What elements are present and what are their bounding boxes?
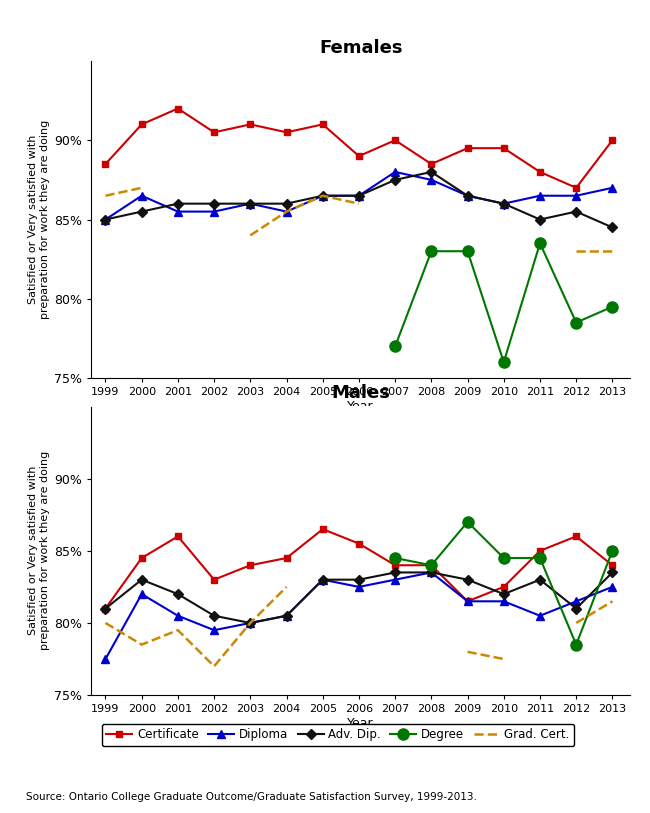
X-axis label: Year: Year	[348, 717, 374, 730]
Title: Males: Males	[332, 385, 390, 402]
Y-axis label: Satisfied or Very satisfied with
preparation for work they are doing: Satisfied or Very satisfied with prepara…	[28, 120, 50, 320]
X-axis label: Year: Year	[348, 400, 374, 413]
Legend: Certificate, Diploma, Adv. Dip., Degree, Grad. Cert.: Certificate, Diploma, Adv. Dip., Degree,…	[101, 724, 575, 746]
Title: Females: Females	[319, 39, 402, 57]
Y-axis label: Satisfied or Very satisfied with
preparation for work they are doing: Satisfied or Very satisfied with prepara…	[28, 451, 50, 650]
Text: Source: Ontario College Graduate Outcome/Graduate Satisfaction Survey, 1999-2013: Source: Ontario College Graduate Outcome…	[26, 793, 477, 802]
